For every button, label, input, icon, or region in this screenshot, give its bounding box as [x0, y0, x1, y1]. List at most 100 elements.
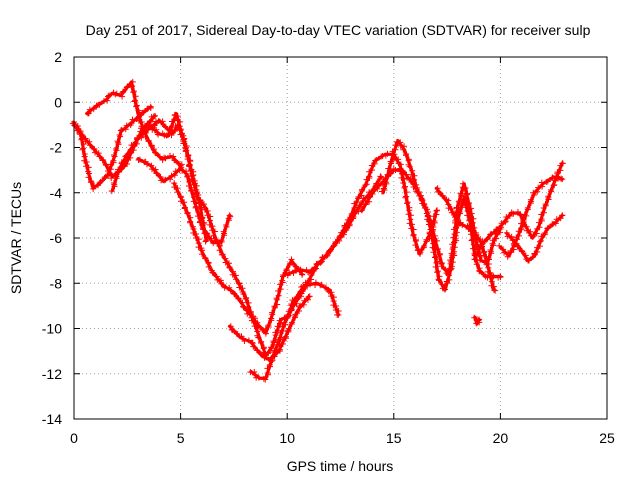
data-point-marker	[254, 319, 261, 326]
data-point-marker	[385, 165, 392, 172]
data-point-marker	[101, 174, 108, 181]
data-point-marker	[199, 251, 206, 258]
data-point-marker	[417, 249, 424, 256]
data-point-marker	[387, 171, 394, 178]
data-point-marker	[161, 154, 168, 161]
data-point-marker	[147, 117, 154, 124]
data-point-marker	[464, 212, 471, 219]
data-point-marker	[431, 245, 438, 252]
data-point-marker	[129, 82, 136, 89]
data-point-marker	[191, 184, 198, 191]
data-point-marker	[192, 204, 199, 211]
data-point-marker	[204, 234, 211, 241]
data-point-marker	[354, 199, 361, 206]
data-point-marker	[493, 226, 500, 233]
data-point-marker	[483, 236, 490, 243]
data-point-marker	[260, 327, 267, 334]
data-point-marker	[152, 121, 159, 128]
data-point-marker	[174, 117, 181, 124]
data-point-marker	[144, 126, 151, 133]
data-point-marker	[304, 268, 311, 275]
data-point-marker	[75, 126, 82, 133]
data-point-marker	[324, 252, 331, 259]
data-point-marker	[276, 317, 283, 324]
data-point-marker	[86, 142, 93, 149]
data-points	[69, 78, 566, 383]
data-point-marker	[132, 140, 139, 147]
data-point-marker	[249, 340, 256, 347]
data-point-marker	[344, 216, 351, 223]
data-point-marker	[500, 246, 507, 253]
data-point-marker	[119, 93, 126, 100]
data-point-marker	[186, 161, 193, 168]
data-point-marker	[515, 243, 522, 250]
data-point-marker	[135, 117, 142, 124]
series-track-line	[285, 152, 439, 276]
data-point-marker	[227, 287, 234, 294]
data-point-marker	[296, 308, 303, 314]
data-point-marker	[279, 277, 286, 284]
data-point-marker	[508, 233, 515, 240]
data-point-marker	[157, 173, 164, 180]
data-point-marker	[258, 339, 265, 346]
data-point-marker	[229, 327, 236, 334]
data-point-marker	[491, 287, 498, 294]
y-tick-label: -10	[42, 321, 62, 337]
data-point-marker	[292, 311, 299, 318]
data-point-marker	[482, 258, 489, 265]
data-point-marker	[187, 219, 194, 226]
data-point-marker	[113, 173, 120, 180]
y-tick-label: -6	[50, 230, 63, 246]
data-point-marker	[428, 222, 435, 229]
data-point-marker	[359, 205, 366, 212]
data-point-marker	[466, 225, 473, 232]
data-point-marker	[96, 101, 103, 108]
data-point-marker	[467, 222, 474, 229]
data-point-marker	[293, 300, 300, 307]
data-point-marker	[77, 129, 84, 136]
data-point-marker	[127, 148, 134, 155]
data-point-marker	[251, 368, 258, 375]
data-point-marker	[304, 277, 311, 284]
y-tick-label: -14	[42, 411, 62, 427]
y-tick-label: -12	[42, 366, 62, 382]
data-point-marker	[206, 221, 213, 228]
data-point-marker	[439, 193, 446, 200]
data-point-marker	[434, 268, 441, 275]
data-point-marker	[131, 98, 138, 105]
data-point-marker	[404, 200, 411, 207]
data-point-marker	[240, 304, 247, 311]
data-point-marker	[184, 210, 191, 217]
series-track-12	[358, 165, 504, 293]
x-tick-label: 5	[177, 430, 185, 446]
data-point-marker	[167, 152, 174, 159]
data-point-marker	[507, 247, 514, 254]
data-point-marker	[285, 325, 292, 332]
data-point-marker	[453, 204, 460, 211]
data-point-marker	[351, 200, 358, 207]
data-point-marker	[106, 92, 113, 99]
data-point-marker	[455, 198, 462, 205]
data-point-marker	[314, 260, 321, 267]
data-point-marker	[401, 143, 408, 150]
data-point-marker	[435, 277, 442, 284]
data-point-marker	[296, 303, 303, 310]
data-point-marker	[409, 180, 416, 187]
data-point-marker	[171, 184, 178, 191]
data-point-marker	[480, 249, 487, 256]
data-point-marker	[538, 233, 545, 240]
data-point-marker	[450, 250, 457, 257]
data-point-marker	[188, 166, 195, 173]
data-point-marker	[407, 212, 414, 219]
data-point-marker	[96, 180, 103, 187]
data-point-marker	[359, 186, 366, 193]
data-point-marker	[306, 293, 313, 300]
data-point-marker	[202, 238, 209, 245]
data-point-marker	[475, 244, 482, 251]
data-point-marker	[285, 311, 292, 318]
data-point-marker	[123, 122, 130, 129]
data-point-marker	[177, 198, 184, 205]
data-point-marker	[119, 89, 126, 96]
